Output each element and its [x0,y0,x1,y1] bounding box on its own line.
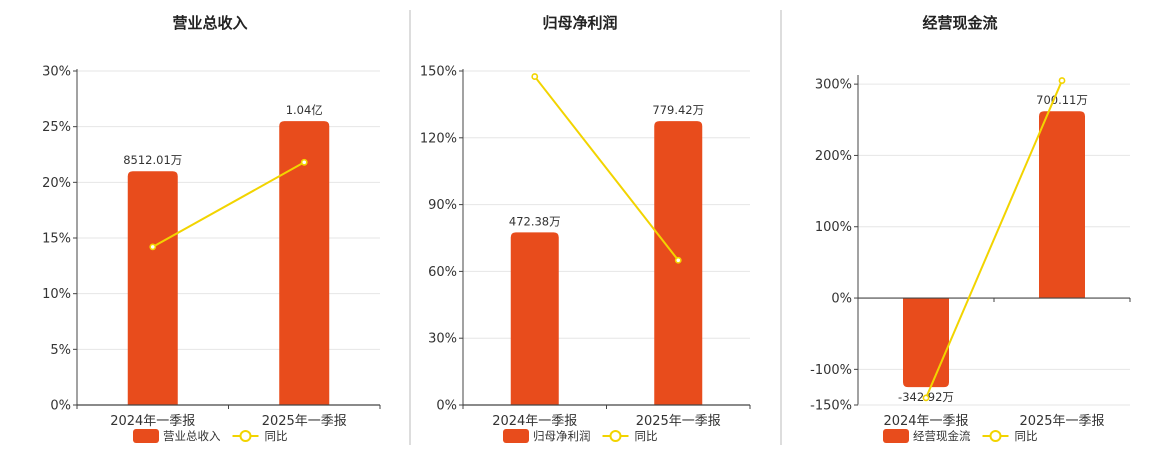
y-tick-label: 200% [815,149,852,164]
y-tick-label: 100% [815,220,852,235]
legend-line-label: 同比 [1015,429,1038,443]
x-tick-label: 2025年一季报 [1019,414,1104,429]
legend: 营业总收入 同比 [133,429,288,443]
legend-bar-swatch [503,429,529,443]
bar [1039,111,1085,299]
legend-bar-label: 归母净利润 [533,429,591,443]
y-tick-label: 0% [831,292,852,307]
y-tick-label: 60% [428,265,457,280]
y-tick-label: 15% [42,232,71,247]
yoy-line [925,80,1063,399]
yoy-point [531,73,539,80]
y-tick-label: 120% [420,131,457,146]
y-tick-label: 20% [42,176,71,191]
legend-line-marker [989,430,1002,442]
legend-bar-swatch [883,429,909,443]
x-tick-label: 2025年一季报 [262,414,347,429]
yoy-line [152,161,305,248]
legend-line-marker [609,430,622,442]
x-tick-label: 2024年一季报 [492,414,577,429]
yoy-point [674,256,682,264]
bar-data-label: 8512.01万 [123,153,182,167]
y-tick-label: 10% [42,287,71,302]
net-profit-chart: 归母净利润 0% 30% 60% 90% 120% 150% 472.38万 779.42万 2… [420,14,751,443]
y-tick-label: 0% [50,399,71,414]
y-tick-label: 30% [42,65,71,80]
legend: 经营现金流 同比 [883,429,1038,443]
legend: 归母净利润 同比 [503,429,658,443]
y-tick-label: 5% [50,343,71,358]
y-tick-label: 150% [420,65,457,80]
legend-bar-swatch [133,429,159,443]
legend-line-marker [239,430,252,442]
y-tick-label: 30% [428,332,457,347]
bar [279,121,330,405]
bar-data-label: 700.11万 [1036,93,1088,107]
y-tick-label: 90% [428,198,457,213]
yoy-point [1058,77,1066,84]
x-tick-label: 2024年一季报 [110,414,195,429]
y-tick-label: 0% [436,399,457,414]
legend-line-label: 同比 [635,429,658,443]
yoy-point [922,394,930,402]
bar [510,232,559,405]
yoy-point [300,158,308,166]
bar-data-label: 779.42万 [652,103,704,117]
yoy-point [149,243,157,251]
y-tick-label: 25% [42,120,71,135]
chart-title: 营业总收入 [172,14,247,32]
legend-bar-label: 经营现金流 [913,429,971,443]
bar-data-label: 472.38万 [509,214,561,228]
legend-bar-label: 营业总收入 [163,429,221,443]
chart-title: 经营现金流 [922,14,997,32]
chart-title: 归母净利润 [542,14,617,32]
x-tick-label: 2024年一季报 [883,414,968,429]
bar [903,298,949,388]
y-tick-label: -100% [810,363,852,378]
legend-line-label: 同比 [265,429,288,443]
y-tick-label: 300% [815,78,852,93]
yoy-line [533,75,680,261]
bar-data-label: 1.04亿 [286,103,323,117]
bar [127,171,178,405]
revenue-chart: 营业总收入 0% 5% 10% 15% 20% 25% 30% 8512.01万 1.04亿 20… [42,14,381,443]
y-tick-label: -150% [810,399,852,414]
x-tick-label: 2025年一季报 [636,414,721,429]
operating-cashflow-chart: 经营现金流 -150%-100%0%100%200%300%-342.92万70… [810,14,1131,443]
